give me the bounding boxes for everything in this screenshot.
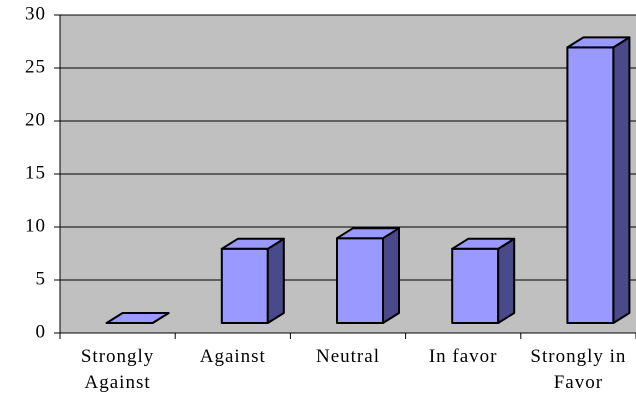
x-tick-label: Strongly Against [80, 346, 155, 393]
y-tick-label: 10 [25, 215, 46, 236]
bar-side [382, 227, 400, 324]
x-tick-label: Strongly in Favor [530, 346, 627, 393]
bar [566, 36, 631, 324]
bar-top [220, 237, 285, 250]
bar [105, 312, 170, 324]
y-tick-label: 15 [25, 162, 46, 183]
bar-front [451, 247, 500, 324]
bar-side [497, 237, 516, 324]
bar-side [266, 237, 285, 324]
bar-top [566, 36, 631, 49]
y-tick-label: 25 [25, 56, 46, 77]
bar-front [566, 46, 615, 324]
bar-front [220, 247, 269, 324]
y-tick-label: 20 [25, 109, 46, 130]
bar-top [105, 312, 170, 324]
bar-front [336, 237, 384, 324]
x-tick-label: In favor [428, 346, 498, 367]
x-tick-label: Against [199, 346, 266, 367]
bar-side [612, 36, 631, 324]
y-tick-label: 5 [36, 268, 47, 289]
y-tick-label: 30 [25, 3, 46, 24]
bar-top [451, 237, 516, 250]
bar [451, 237, 516, 324]
x-tick-label: Neutral [316, 346, 380, 367]
bar-top [336, 227, 400, 240]
bar [336, 227, 400, 324]
bar [220, 237, 285, 324]
y-tick-label: 0 [36, 321, 47, 342]
